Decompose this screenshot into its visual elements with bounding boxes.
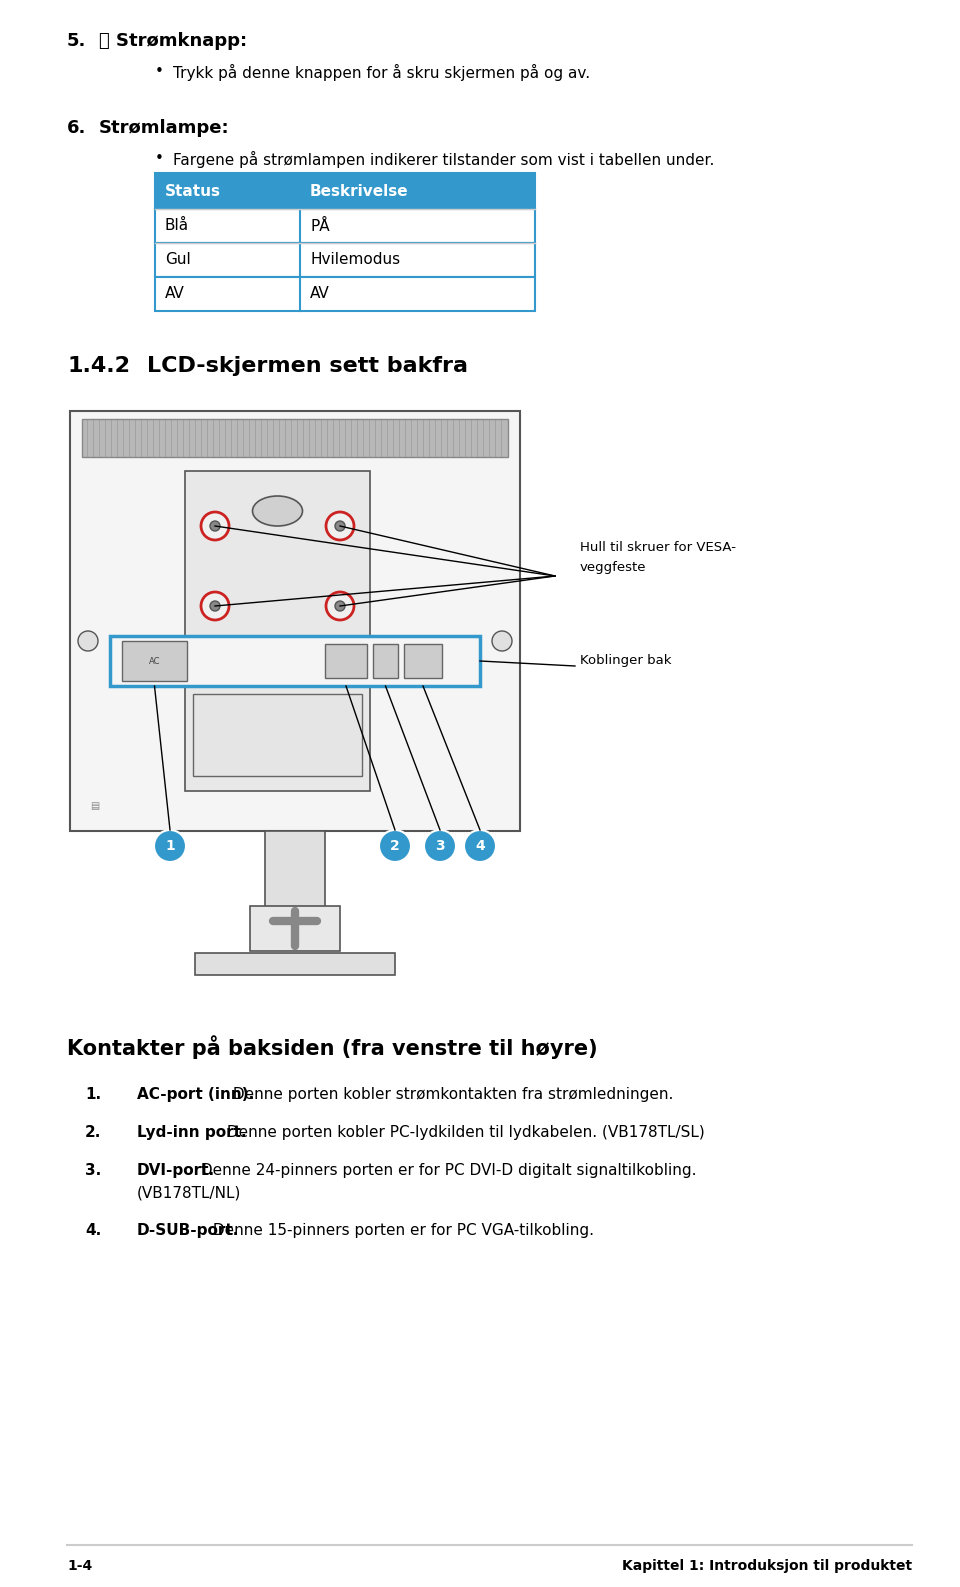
Circle shape [464, 830, 496, 862]
Text: PÅ: PÅ [310, 219, 329, 233]
Bar [70, 411, 520, 832]
Text: LCD-skjermen sett bakfra: LCD-skjermen sett bakfra [147, 355, 468, 376]
Bar [373, 644, 398, 678]
Text: D-SUB-port.: D-SUB-port. [137, 1224, 239, 1238]
Text: AV: AV [165, 287, 184, 302]
Bar [195, 954, 395, 974]
Circle shape [210, 521, 220, 532]
Circle shape [335, 601, 345, 611]
Bar [185, 471, 370, 790]
Text: 1.: 1. [85, 1087, 101, 1101]
Bar [82, 419, 508, 457]
Bar [250, 906, 340, 951]
Text: Hvilemodus: Hvilemodus [310, 252, 400, 268]
Text: Beskrivelse: Beskrivelse [310, 184, 409, 198]
Bar [404, 644, 442, 678]
Bar [155, 278, 535, 311]
Text: AC-port (inn).: AC-port (inn). [137, 1087, 254, 1101]
Text: 4: 4 [475, 840, 485, 852]
Text: Denne porten kobler strømkontakten fra strømledningen.: Denne porten kobler strømkontakten fra s… [228, 1087, 673, 1101]
Text: AV: AV [310, 287, 329, 302]
Bar [155, 173, 535, 209]
Circle shape [201, 513, 229, 540]
Text: Kapittel 1: Introduksjon til produktet: Kapittel 1: Introduksjon til produktet [622, 1558, 912, 1573]
Text: •: • [155, 63, 164, 79]
Text: 5.: 5. [67, 32, 86, 51]
Circle shape [78, 632, 98, 651]
Circle shape [424, 830, 456, 862]
Bar [265, 832, 325, 911]
Bar [110, 636, 480, 686]
Text: veggfeste: veggfeste [580, 560, 646, 574]
Text: 1-4: 1-4 [67, 1558, 92, 1573]
Bar [122, 641, 187, 681]
Text: Denne porten kobler PC-lydkilden til lydkabelen. (VB178TL/SL): Denne porten kobler PC-lydkilden til lyd… [222, 1125, 705, 1139]
Circle shape [201, 592, 229, 621]
Circle shape [326, 592, 354, 621]
Text: AC: AC [149, 657, 160, 665]
Text: •: • [155, 151, 164, 167]
Text: Denne 24-pinners porten er for PC DVI-D digitalt signaltilkobling.: Denne 24-pinners porten er for PC DVI-D … [196, 1163, 696, 1178]
Text: Denne 15-pinners porten er for PC VGA-tilkobling.: Denne 15-pinners porten er for PC VGA-ti… [208, 1224, 594, 1238]
Bar [155, 243, 535, 278]
Ellipse shape [252, 497, 302, 525]
Text: Trykk på denne knappen for å skru skjermen på og av.: Trykk på denne knappen for å skru skjerm… [173, 63, 590, 81]
Circle shape [326, 513, 354, 540]
Text: 4.: 4. [85, 1224, 101, 1238]
Text: Fargene på strømlampen indikerer tilstander som vist i tabellen under.: Fargene på strømlampen indikerer tilstan… [173, 151, 714, 168]
Text: 1: 1 [165, 840, 175, 852]
Text: Blå: Blå [165, 219, 189, 233]
Text: DVI-port.: DVI-port. [137, 1163, 215, 1178]
Text: Kontakter på baksiden (fra venstre til høyre): Kontakter på baksiden (fra venstre til h… [67, 1035, 598, 1059]
Text: Hull til skruer for VESA-: Hull til skruer for VESA- [580, 541, 736, 554]
Text: Koblinger bak: Koblinger bak [580, 654, 671, 667]
Text: 6.: 6. [67, 119, 86, 136]
Text: 3: 3 [435, 840, 444, 852]
Circle shape [335, 521, 345, 532]
Text: 3.: 3. [85, 1163, 101, 1178]
Text: ▤: ▤ [90, 801, 99, 811]
Text: 2.: 2. [85, 1125, 102, 1139]
Text: 1.4.2: 1.4.2 [67, 355, 130, 376]
Circle shape [492, 632, 512, 651]
Circle shape [379, 830, 411, 862]
Bar [325, 644, 367, 678]
Circle shape [210, 601, 220, 611]
Text: (VB178TL/NL): (VB178TL/NL) [137, 1185, 241, 1200]
Bar [155, 209, 535, 243]
Text: ⏻ Strømknapp:: ⏻ Strømknapp: [99, 32, 247, 51]
Bar [193, 694, 362, 776]
Text: 2: 2 [390, 840, 400, 852]
Text: Status: Status [165, 184, 221, 198]
Text: Gul: Gul [165, 252, 191, 268]
Text: Strømlampe:: Strømlampe: [99, 119, 229, 136]
Text: Lyd-inn port.: Lyd-inn port. [137, 1125, 247, 1139]
Circle shape [154, 830, 186, 862]
